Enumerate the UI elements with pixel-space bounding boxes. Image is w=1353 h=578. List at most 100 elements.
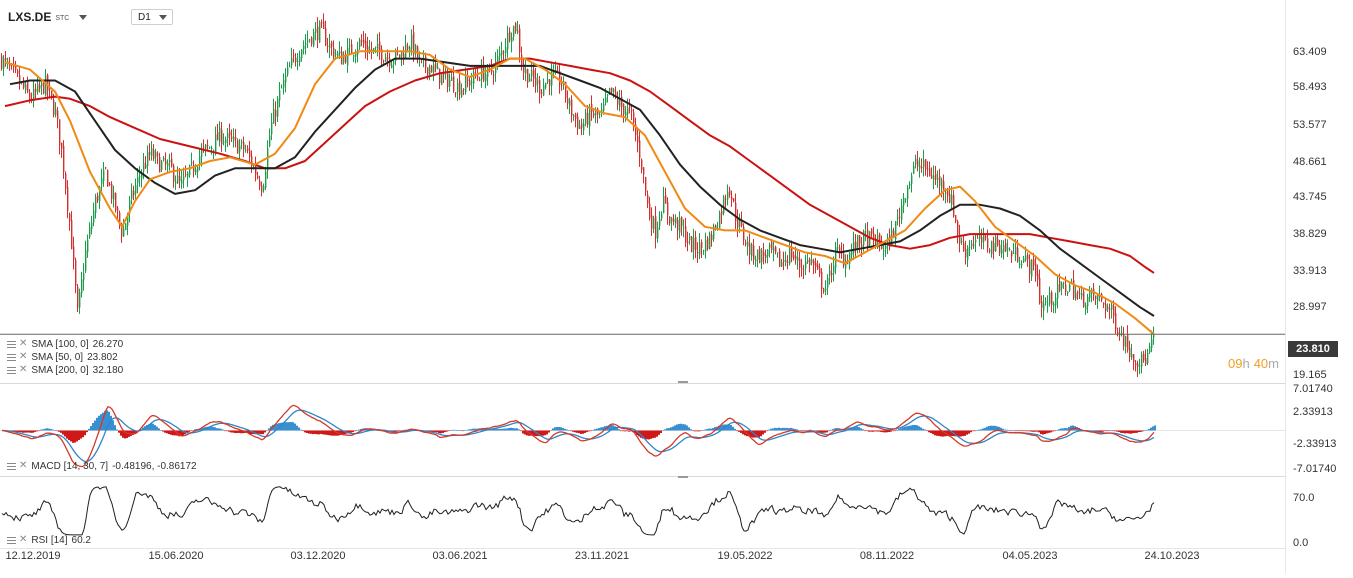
candle-body <box>1127 334 1129 350</box>
macd-histogram-bar <box>90 426 92 431</box>
candle-body <box>157 154 159 156</box>
candle-body <box>493 74 495 76</box>
candle-body <box>203 146 205 148</box>
candle-body <box>893 230 895 239</box>
candle-body <box>999 244 1001 254</box>
macd-histogram-bar <box>594 429 596 431</box>
candle-body <box>791 246 793 258</box>
candle-body <box>1057 284 1059 299</box>
macd-histogram-bar <box>686 425 688 431</box>
candle-body <box>993 242 995 252</box>
candle-body <box>193 165 195 172</box>
macd-histogram-bar <box>726 424 728 431</box>
candle-body <box>63 145 65 172</box>
candle-body <box>939 176 941 186</box>
price-tick-label: 19.165 <box>1293 369 1327 381</box>
candle-body <box>201 149 203 157</box>
macd-histogram-bar <box>334 430 336 436</box>
candle-body <box>787 261 789 263</box>
candle-body <box>239 145 241 152</box>
macd-histogram-bar <box>448 430 450 432</box>
candle-body <box>675 217 677 224</box>
macd-histogram-bar <box>578 430 580 434</box>
macd-histogram-bar <box>1014 430 1016 432</box>
candle-body <box>43 83 45 94</box>
menu-icon[interactable] <box>7 366 16 374</box>
macd-histogram-bar <box>670 427 672 431</box>
macd-histogram-bar <box>820 430 822 433</box>
menu-icon[interactable] <box>7 353 16 361</box>
candle-body <box>231 136 233 139</box>
candle-body <box>729 189 731 195</box>
macd-histogram-bar <box>440 430 442 434</box>
timeframe-selector[interactable]: D1 <box>131 9 173 25</box>
close-icon[interactable]: ✕ <box>19 534 28 545</box>
macd-histogram-bar <box>28 430 30 433</box>
candle-body <box>949 194 951 203</box>
candle-body <box>149 152 151 155</box>
candle-body <box>359 39 361 47</box>
close-icon[interactable]: ✕ <box>19 338 28 349</box>
symbol-selector[interactable]: LXS.DE STC <box>8 6 88 28</box>
candle-body <box>1059 281 1061 291</box>
exchange-tag: STC <box>55 15 70 22</box>
macd-histogram-bar <box>612 425 614 431</box>
macd-histogram-bar <box>712 428 714 431</box>
close-icon[interactable]: ✕ <box>19 351 28 362</box>
menu-icon[interactable] <box>7 340 16 348</box>
macd-histogram-bar <box>232 430 234 433</box>
candle-body <box>1117 332 1119 334</box>
macd-histogram-bar <box>1104 430 1106 432</box>
countdown-minutes: 40 <box>1253 356 1269 371</box>
candle-body <box>117 207 119 211</box>
candle-body <box>951 194 953 205</box>
candle-body <box>387 57 389 59</box>
macd-histogram-bar <box>234 430 236 434</box>
macd-histogram-bar <box>966 430 968 435</box>
candle-body <box>77 286 79 308</box>
macd-histogram-bar <box>514 428 516 431</box>
macd-histogram-bar <box>552 428 554 431</box>
close-icon[interactable]: ✕ <box>19 364 28 375</box>
candle-body <box>595 111 597 116</box>
candle-body <box>381 48 383 60</box>
macd-histogram-bar <box>314 430 316 434</box>
chevron-down-icon[interactable] <box>159 15 167 20</box>
macd-histogram-bar <box>878 430 880 432</box>
macd-histogram-bar <box>784 427 786 431</box>
macd-histogram-bar <box>728 424 730 431</box>
macd-histogram-bar <box>732 426 734 431</box>
candle-body <box>427 67 429 75</box>
candle-body <box>45 75 47 96</box>
close-icon[interactable]: ✕ <box>19 460 28 471</box>
candle-body <box>937 177 939 181</box>
chevron-down-icon[interactable] <box>79 14 88 20</box>
candle-body <box>1043 303 1045 311</box>
macd-histogram-bar <box>236 430 238 433</box>
candle-body <box>915 158 917 165</box>
menu-icon[interactable] <box>7 536 16 544</box>
candle-body <box>215 134 217 153</box>
candle-body <box>429 66 431 76</box>
macd-histogram-bar <box>744 430 746 436</box>
candle-body <box>307 40 309 42</box>
candle-body <box>793 255 795 259</box>
macd-histogram-bar <box>626 430 628 432</box>
candle-body <box>35 88 37 92</box>
candle-body <box>517 30 519 33</box>
macd-histogram-bar <box>452 429 454 431</box>
candle-body <box>457 82 459 93</box>
candle-body <box>569 100 571 106</box>
sma50-label: SMA [50, 0] <box>31 351 84 363</box>
macd-histogram-bar <box>294 423 296 431</box>
candle-body <box>197 166 199 172</box>
candle-body <box>287 67 289 75</box>
candle-body <box>665 195 667 204</box>
candle-body <box>825 288 827 290</box>
candle-body <box>1019 263 1021 265</box>
candle-body <box>721 210 723 215</box>
menu-icon[interactable] <box>7 462 16 470</box>
price-tick-label: 48.661 <box>1293 156 1327 168</box>
candle-body <box>195 169 197 173</box>
